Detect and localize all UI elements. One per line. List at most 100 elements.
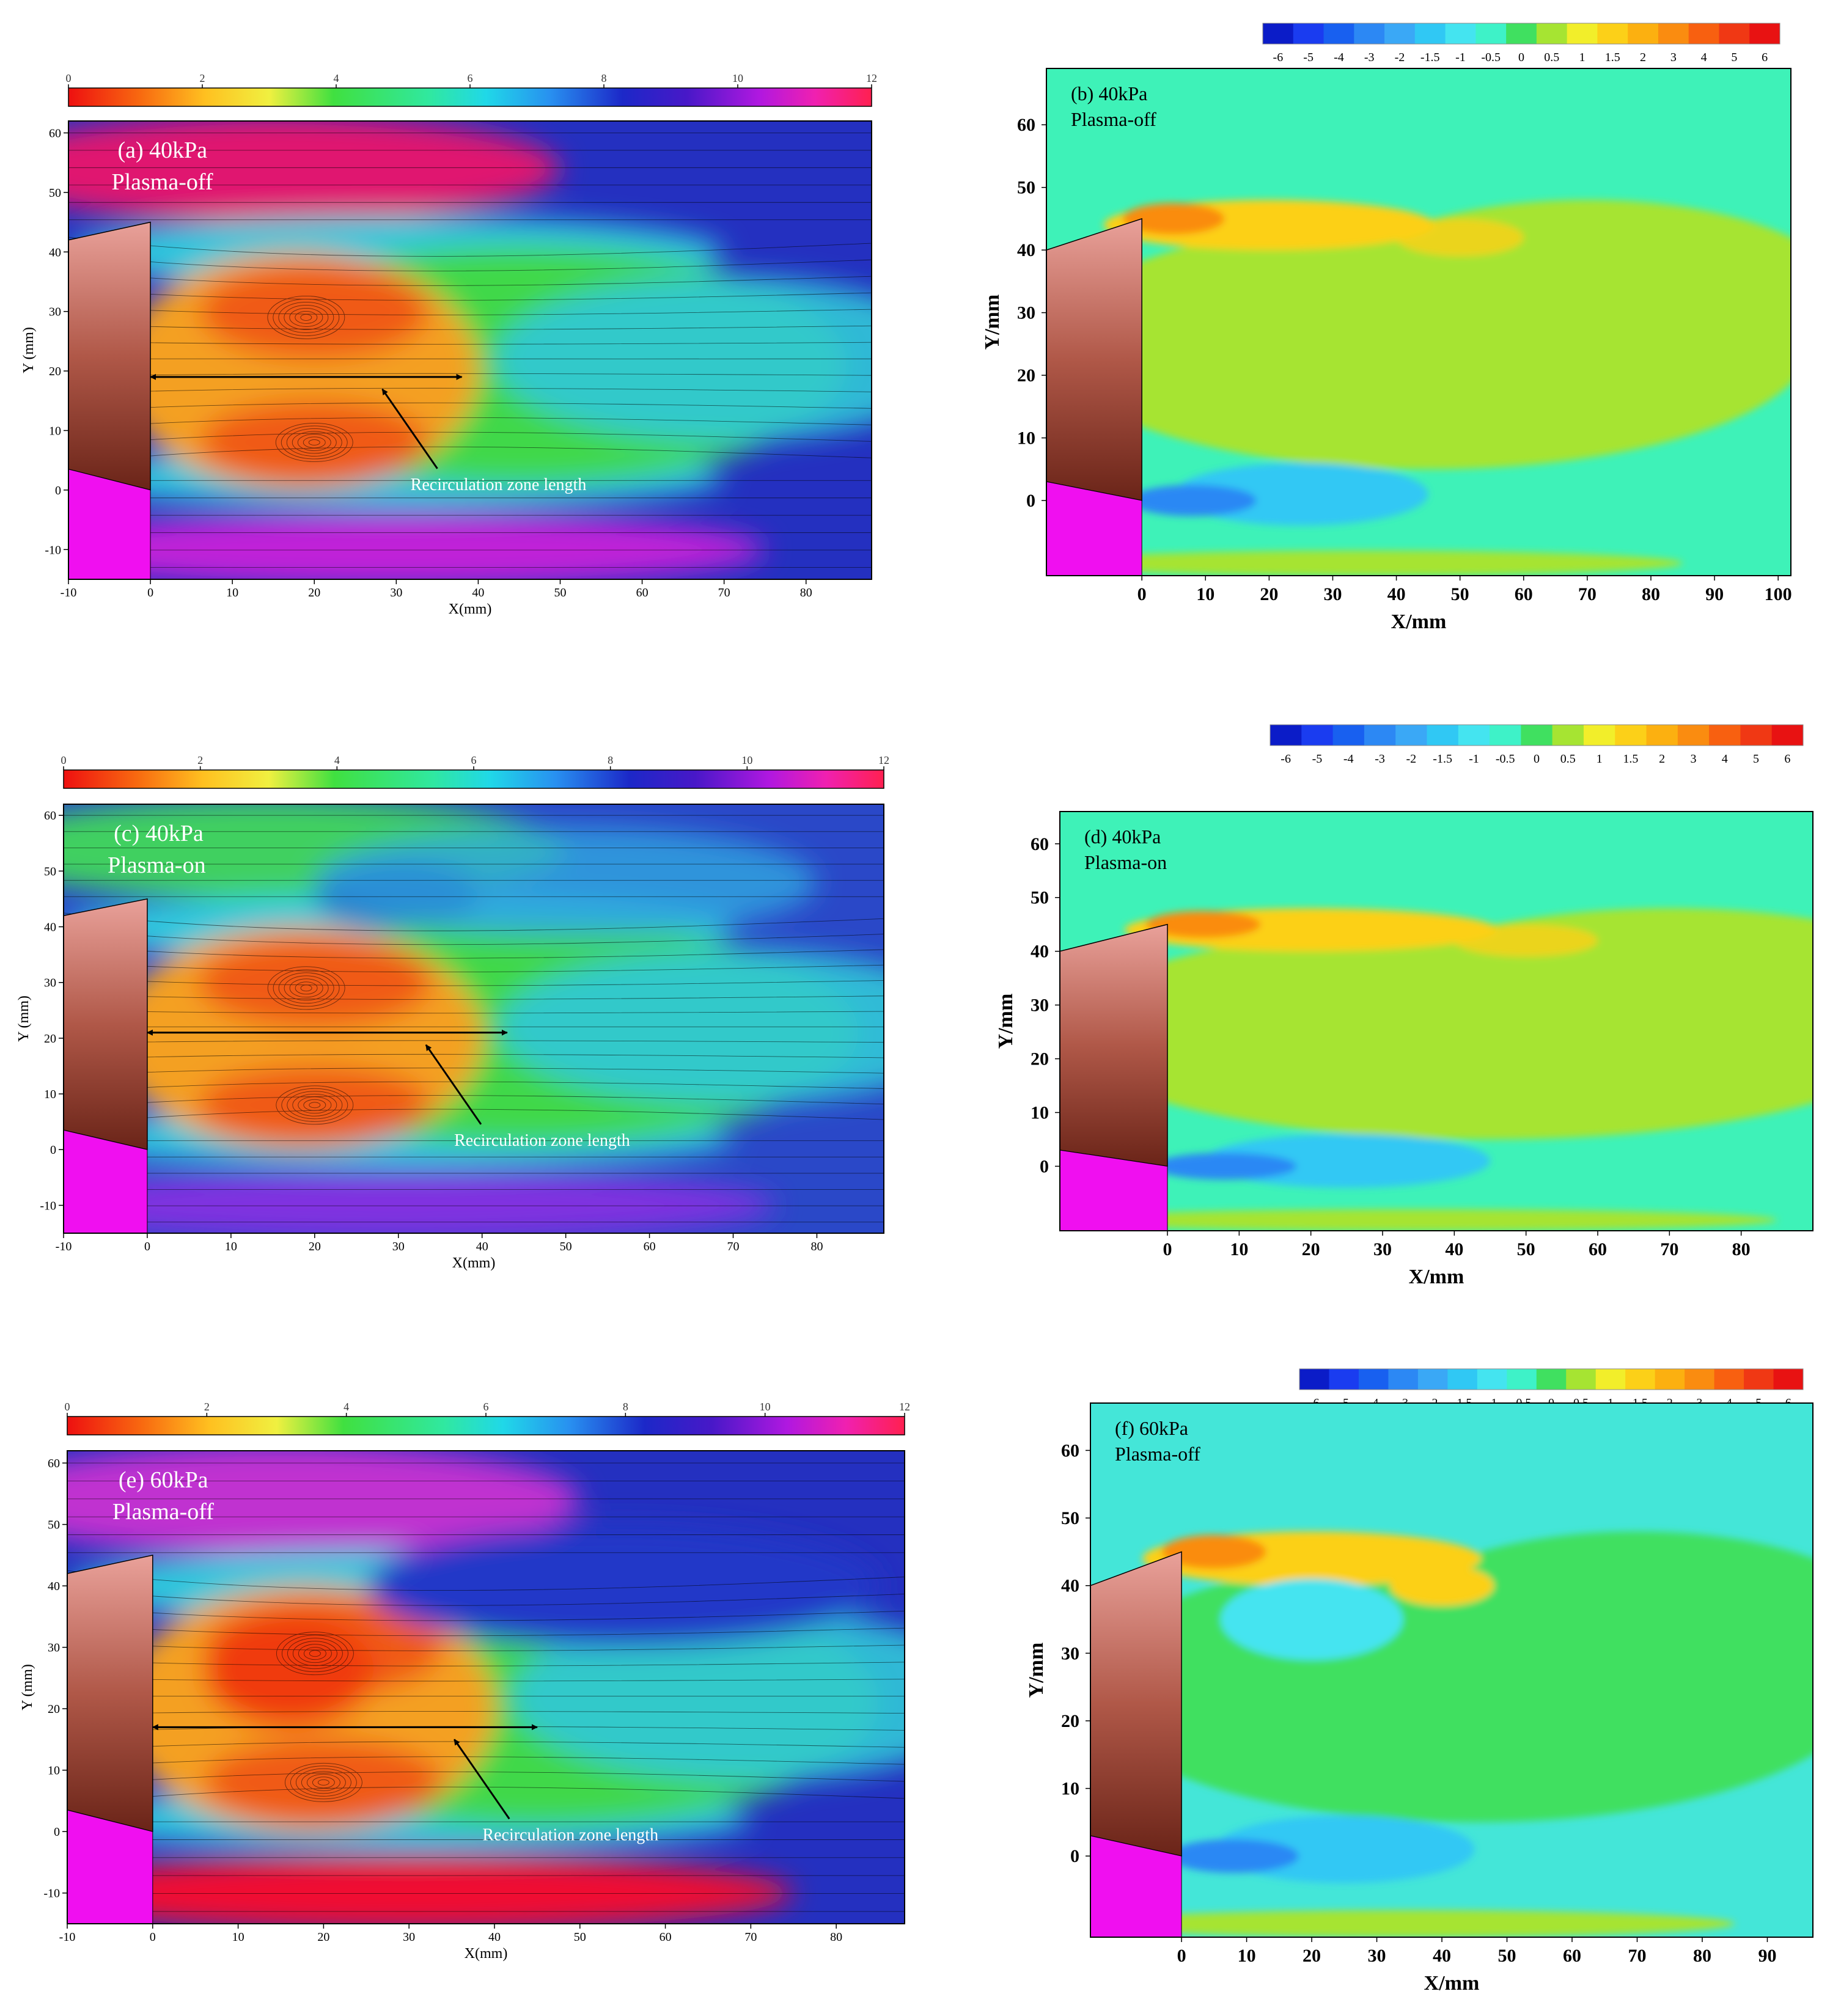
- vortex-streamline: [284, 975, 329, 1001]
- x-tick-label: 70: [1578, 584, 1597, 604]
- x-tick-label: 70: [1660, 1239, 1678, 1259]
- colorbar-swatch: [1475, 23, 1507, 44]
- field-region: [199, 263, 429, 359]
- vortex-streamline: [292, 1641, 337, 1666]
- x-tick-label: 60: [644, 1240, 656, 1253]
- colorbar-tick-label: 4: [1701, 51, 1707, 64]
- colorbar-tick-label: 4: [344, 1401, 349, 1413]
- y-tick-label: 10: [1061, 1779, 1079, 1799]
- annotation-label: Recirculation zone length: [411, 475, 587, 494]
- plot-field: [1060, 812, 1813, 1231]
- colorbar-tick-label: -1.5: [1420, 51, 1440, 64]
- y-tick-label: 60: [49, 126, 61, 140]
- panel-a: 0 2 4 6 8 10 12 Recirculation zone length -10 0 10…: [21, 72, 877, 617]
- streamline: [64, 929, 884, 945]
- vortex-streamline: [267, 966, 345, 1010]
- vortex-streamline: [303, 436, 326, 449]
- x-tick-label: 40: [1445, 1239, 1463, 1259]
- streamline: [64, 978, 884, 986]
- vortex-streamline: [303, 1099, 326, 1111]
- colorbar-tick-label: -5: [1312, 752, 1323, 766]
- panel-f: -6-5-4-3-2-1.5-1-0.500.511.5234560102030…: [1025, 1368, 1813, 1995]
- bluff-body: [1090, 1551, 1182, 1857]
- field-region: [1129, 485, 1257, 516]
- colorbar-tick-label: 2: [197, 754, 203, 766]
- streamline: [67, 1642, 905, 1651]
- colorbar-swatch: [1677, 725, 1710, 746]
- streamline: [68, 271, 872, 286]
- field-region: [1162, 1534, 1266, 1569]
- colorbar-tick-label: -2: [1395, 51, 1405, 64]
- y-tick-label: 30: [44, 977, 56, 990]
- x-tick-label: 90: [1758, 1946, 1776, 1966]
- annotation-label: Recirculation zone length: [482, 1825, 658, 1844]
- y-tick-label: -10: [45, 543, 61, 557]
- field-region: [314, 826, 817, 938]
- colorbar-swatch: [1688, 23, 1719, 44]
- colorbar-swatch: [1329, 1369, 1359, 1390]
- x-tick-label: 20: [1303, 1946, 1321, 1966]
- y-tick-label: 40: [48, 1580, 60, 1593]
- x-tick-label: 40: [472, 586, 484, 599]
- y-tick-label: 20: [44, 1032, 56, 1046]
- vortex-streamline: [300, 313, 312, 321]
- plot-frame: [67, 1450, 905, 1924]
- colorbar-tick-label: 8: [601, 72, 607, 84]
- panel-label-condition: Plasma-off: [1071, 108, 1156, 130]
- colorbar-swatch: [1655, 1369, 1685, 1390]
- y-tick-label: 0: [50, 1143, 56, 1157]
- x-tick-label: 30: [403, 1930, 415, 1944]
- x-axis-label: X(mm): [449, 601, 492, 617]
- colorbar: [1299, 1368, 1804, 1390]
- x-tick-label: 0: [1137, 584, 1147, 604]
- colorbar-swatch: [1447, 1369, 1478, 1390]
- y-tick-label: 40: [1061, 1576, 1079, 1596]
- streamline: [67, 1624, 905, 1637]
- x-tick-label: 30: [1368, 1946, 1386, 1966]
- field-region: [204, 1739, 444, 1826]
- streamlines: [68, 133, 872, 568]
- vortex-streamline: [267, 295, 345, 339]
- colorbar-swatch: [1354, 23, 1385, 44]
- x-tick-label: 10: [1196, 584, 1214, 604]
- bluff-body-base: [1046, 481, 1142, 576]
- x-tick-label: 40: [488, 1930, 501, 1944]
- colorbar-swatch: [1625, 1369, 1656, 1390]
- field-region: [1153, 1153, 1297, 1180]
- colorbar-swatch: [1615, 725, 1647, 746]
- panel-label-condition: Plasma-off: [1115, 1443, 1200, 1465]
- bluff-body-base: [1060, 1149, 1168, 1231]
- vortex-streamline: [276, 1085, 354, 1125]
- x-tick-label: 30: [1323, 584, 1342, 604]
- streamline: [64, 1081, 884, 1093]
- colorbar-tick-label: -4: [1343, 752, 1354, 766]
- vortex-streamline: [281, 1635, 348, 1673]
- streamline: [67, 1741, 905, 1751]
- x-tick-label: 60: [636, 586, 649, 599]
- colorbar-swatch: [1299, 1369, 1329, 1390]
- x-tick-label: 20: [317, 1930, 329, 1944]
- colorbar-swatch: [1709, 725, 1741, 746]
- panel-label-condition: Plasma-on: [108, 852, 205, 878]
- vortex-streamline: [275, 423, 353, 462]
- colorbar-tick-label: 2: [1659, 752, 1665, 766]
- field-region: [1168, 1839, 1299, 1873]
- streamline: [68, 431, 872, 446]
- colorbar-tick-label: -0.5: [1481, 51, 1501, 64]
- x-tick-label: 40: [476, 1240, 488, 1253]
- x-tick-label: 0: [147, 586, 153, 599]
- colorbar-swatch: [1301, 725, 1334, 746]
- x-tick-label: 40: [1433, 1946, 1451, 1966]
- bluff-body: [64, 898, 148, 1151]
- x-tick-label: 80: [1732, 1239, 1751, 1259]
- field-region: [199, 400, 429, 485]
- colorbar-tick-label: 10: [732, 72, 743, 84]
- y-tick-label: 0: [1040, 1156, 1049, 1176]
- field-blobs: [67, 1451, 905, 1924]
- panel-label-condition: Plasma-off: [111, 169, 213, 195]
- x-tick-label: 10: [1230, 1239, 1248, 1259]
- vortex-streamline: [286, 428, 342, 456]
- colorbar-swatch: [1490, 725, 1521, 746]
- x-tick-label: 10: [1238, 1946, 1256, 1966]
- field-region: [197, 1066, 432, 1145]
